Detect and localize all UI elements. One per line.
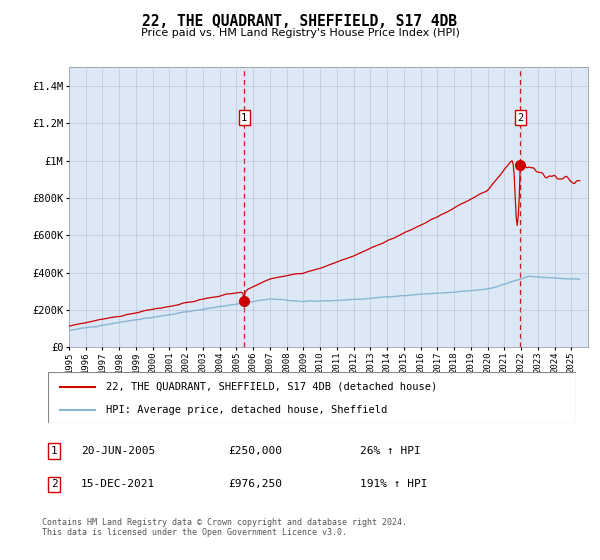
Text: Contains HM Land Registry data © Crown copyright and database right 2024.
This d: Contains HM Land Registry data © Crown c… [42,518,407,538]
Text: 1: 1 [50,446,58,456]
Text: £250,000: £250,000 [228,446,282,456]
Text: 22, THE QUADRANT, SHEFFIELD, S17 4DB: 22, THE QUADRANT, SHEFFIELD, S17 4DB [143,14,458,29]
Text: HPI: Average price, detached house, Sheffield: HPI: Average price, detached house, Shef… [106,405,388,415]
Text: 15-DEC-2021: 15-DEC-2021 [81,479,155,489]
Text: 191% ↑ HPI: 191% ↑ HPI [360,479,427,489]
Text: 2: 2 [50,479,58,489]
Text: Price paid vs. HM Land Registry's House Price Index (HPI): Price paid vs. HM Land Registry's House … [140,28,460,38]
Text: 1: 1 [241,113,247,123]
Text: 20-JUN-2005: 20-JUN-2005 [81,446,155,456]
Text: £976,250: £976,250 [228,479,282,489]
Text: 22, THE QUADRANT, SHEFFIELD, S17 4DB (detached house): 22, THE QUADRANT, SHEFFIELD, S17 4DB (de… [106,381,437,391]
Text: 2: 2 [517,113,523,123]
Text: 26% ↑ HPI: 26% ↑ HPI [360,446,421,456]
